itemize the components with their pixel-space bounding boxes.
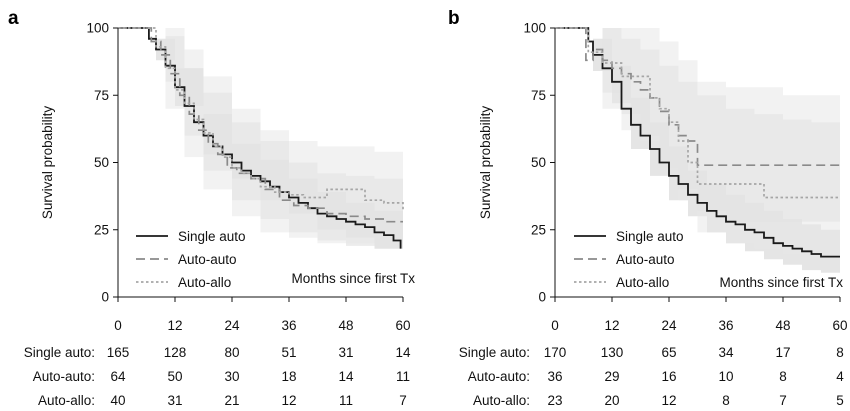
risk-count: 29 [604, 369, 619, 384]
x-tick-label: 0 [551, 318, 559, 333]
y-tick-label: 100 [86, 21, 109, 36]
risk-row-label: Auto-allo: [473, 393, 530, 408]
y-axis-label: Survival probability [478, 106, 493, 220]
y-axis-label: Survival probability [40, 106, 55, 220]
risk-count: 11 [339, 393, 353, 408]
y-tick-label: 25 [94, 222, 109, 237]
x-tick-label: 60 [395, 318, 410, 333]
risk-count: 12 [281, 393, 296, 408]
x-tick-label: 12 [167, 318, 182, 333]
risk-count: 5 [836, 393, 844, 408]
risk-row-label: Auto-auto: [33, 369, 95, 384]
legend-label: Auto-allo [178, 275, 231, 290]
y-tick-label: 25 [531, 222, 546, 237]
x-tick-label: 0 [114, 318, 122, 333]
x-tick-label: 48 [775, 318, 790, 333]
series-line-auto-auto [118, 27, 403, 223]
risk-count: 8 [722, 393, 730, 408]
risk-count: 128 [164, 345, 187, 360]
series-line-single-auto [555, 27, 840, 258]
y-tick-label: 100 [523, 21, 546, 36]
risk-count: 34 [718, 345, 734, 360]
risk-count: 7 [779, 393, 787, 408]
risk-count: 11 [396, 369, 410, 384]
y-tick-label: 0 [101, 290, 109, 305]
y-tick-label: 50 [531, 155, 546, 170]
risk-row-label: Single auto: [459, 345, 530, 360]
panel-label: a [8, 8, 19, 29]
risk-count: 130 [601, 345, 624, 360]
risk-count: 30 [224, 369, 239, 384]
x-tick-label: 24 [224, 318, 240, 333]
risk-row-label: Auto-auto: [468, 369, 530, 384]
confidence-bands [118, 28, 403, 265]
confidence-band-auto-allo [555, 28, 840, 260]
risk-count: 8 [836, 345, 844, 360]
risk-count: 80 [224, 345, 239, 360]
risk-count: 51 [281, 345, 296, 360]
confidence-bands [555, 28, 840, 276]
risk-count: 40 [110, 393, 125, 408]
series-line-auto-allo [118, 27, 404, 211]
risk-row-label: Auto-allo: [38, 393, 95, 408]
risk-count: 50 [167, 369, 182, 384]
risk-table: Single auto: 170 130 65 34 17 8 Auto-auto: 36 29 1… [459, 345, 845, 408]
risk-count: 20 [604, 393, 619, 408]
x-tick-label: 60 [832, 318, 847, 333]
risk-count: 8 [779, 369, 787, 384]
risk-count: 10 [718, 369, 733, 384]
risk-count: 23 [547, 393, 562, 408]
risk-count: 31 [167, 393, 182, 408]
risk-count: 21 [224, 393, 239, 408]
risk-count: 17 [775, 345, 790, 360]
series-line-auto-allo [555, 27, 840, 199]
confidence-band-auto-allo [118, 28, 403, 254]
risk-count: 18 [281, 369, 296, 384]
y-tick-label: 0 [538, 290, 546, 305]
risk-count: 14 [395, 345, 411, 360]
x-tick-label: 24 [661, 318, 677, 333]
risk-count: 36 [547, 369, 562, 384]
panel-a: 0 25 50 75 100 0 12 24 36 48 60 a Survival probabili… [8, 8, 415, 408]
risk-count: 165 [107, 345, 130, 360]
legend: Single auto Auto-auto Auto-allo [574, 229, 684, 290]
legend-label: Single auto [178, 229, 246, 244]
x-axis-label: Months since first Tx [719, 275, 843, 290]
risk-count: 31 [338, 345, 353, 360]
y-tick-label: 75 [94, 88, 109, 103]
legend-label: Auto-auto [616, 252, 675, 267]
risk-count: 170 [544, 345, 567, 360]
risk-count: 65 [661, 345, 676, 360]
x-axis-label: Months since first Tx [291, 271, 415, 286]
y-tick-label: 50 [94, 155, 109, 170]
risk-table: Single auto: 165 128 80 51 31 14 Auto-auto: 64 50… [24, 345, 411, 408]
risk-count: 4 [836, 369, 844, 384]
x-tick-label: 36 [718, 318, 733, 333]
risk-count: 16 [661, 369, 676, 384]
risk-count: 7 [399, 393, 407, 408]
y-tick-label: 75 [531, 88, 546, 103]
legend-label: Single auto [616, 229, 684, 244]
risk-row-label: Single auto: [24, 345, 95, 360]
legend-label: Auto-allo [616, 275, 669, 290]
panel-label: b [448, 8, 460, 29]
x-tick-label: 48 [338, 318, 353, 333]
risk-count: 14 [338, 369, 354, 384]
legend: Single auto Auto-auto Auto-allo [136, 229, 246, 290]
x-tick-label: 12 [604, 318, 619, 333]
legend-label: Auto-auto [178, 252, 237, 267]
x-tick-label: 36 [281, 318, 296, 333]
risk-count: 12 [661, 393, 676, 408]
risk-count: 64 [110, 369, 126, 384]
